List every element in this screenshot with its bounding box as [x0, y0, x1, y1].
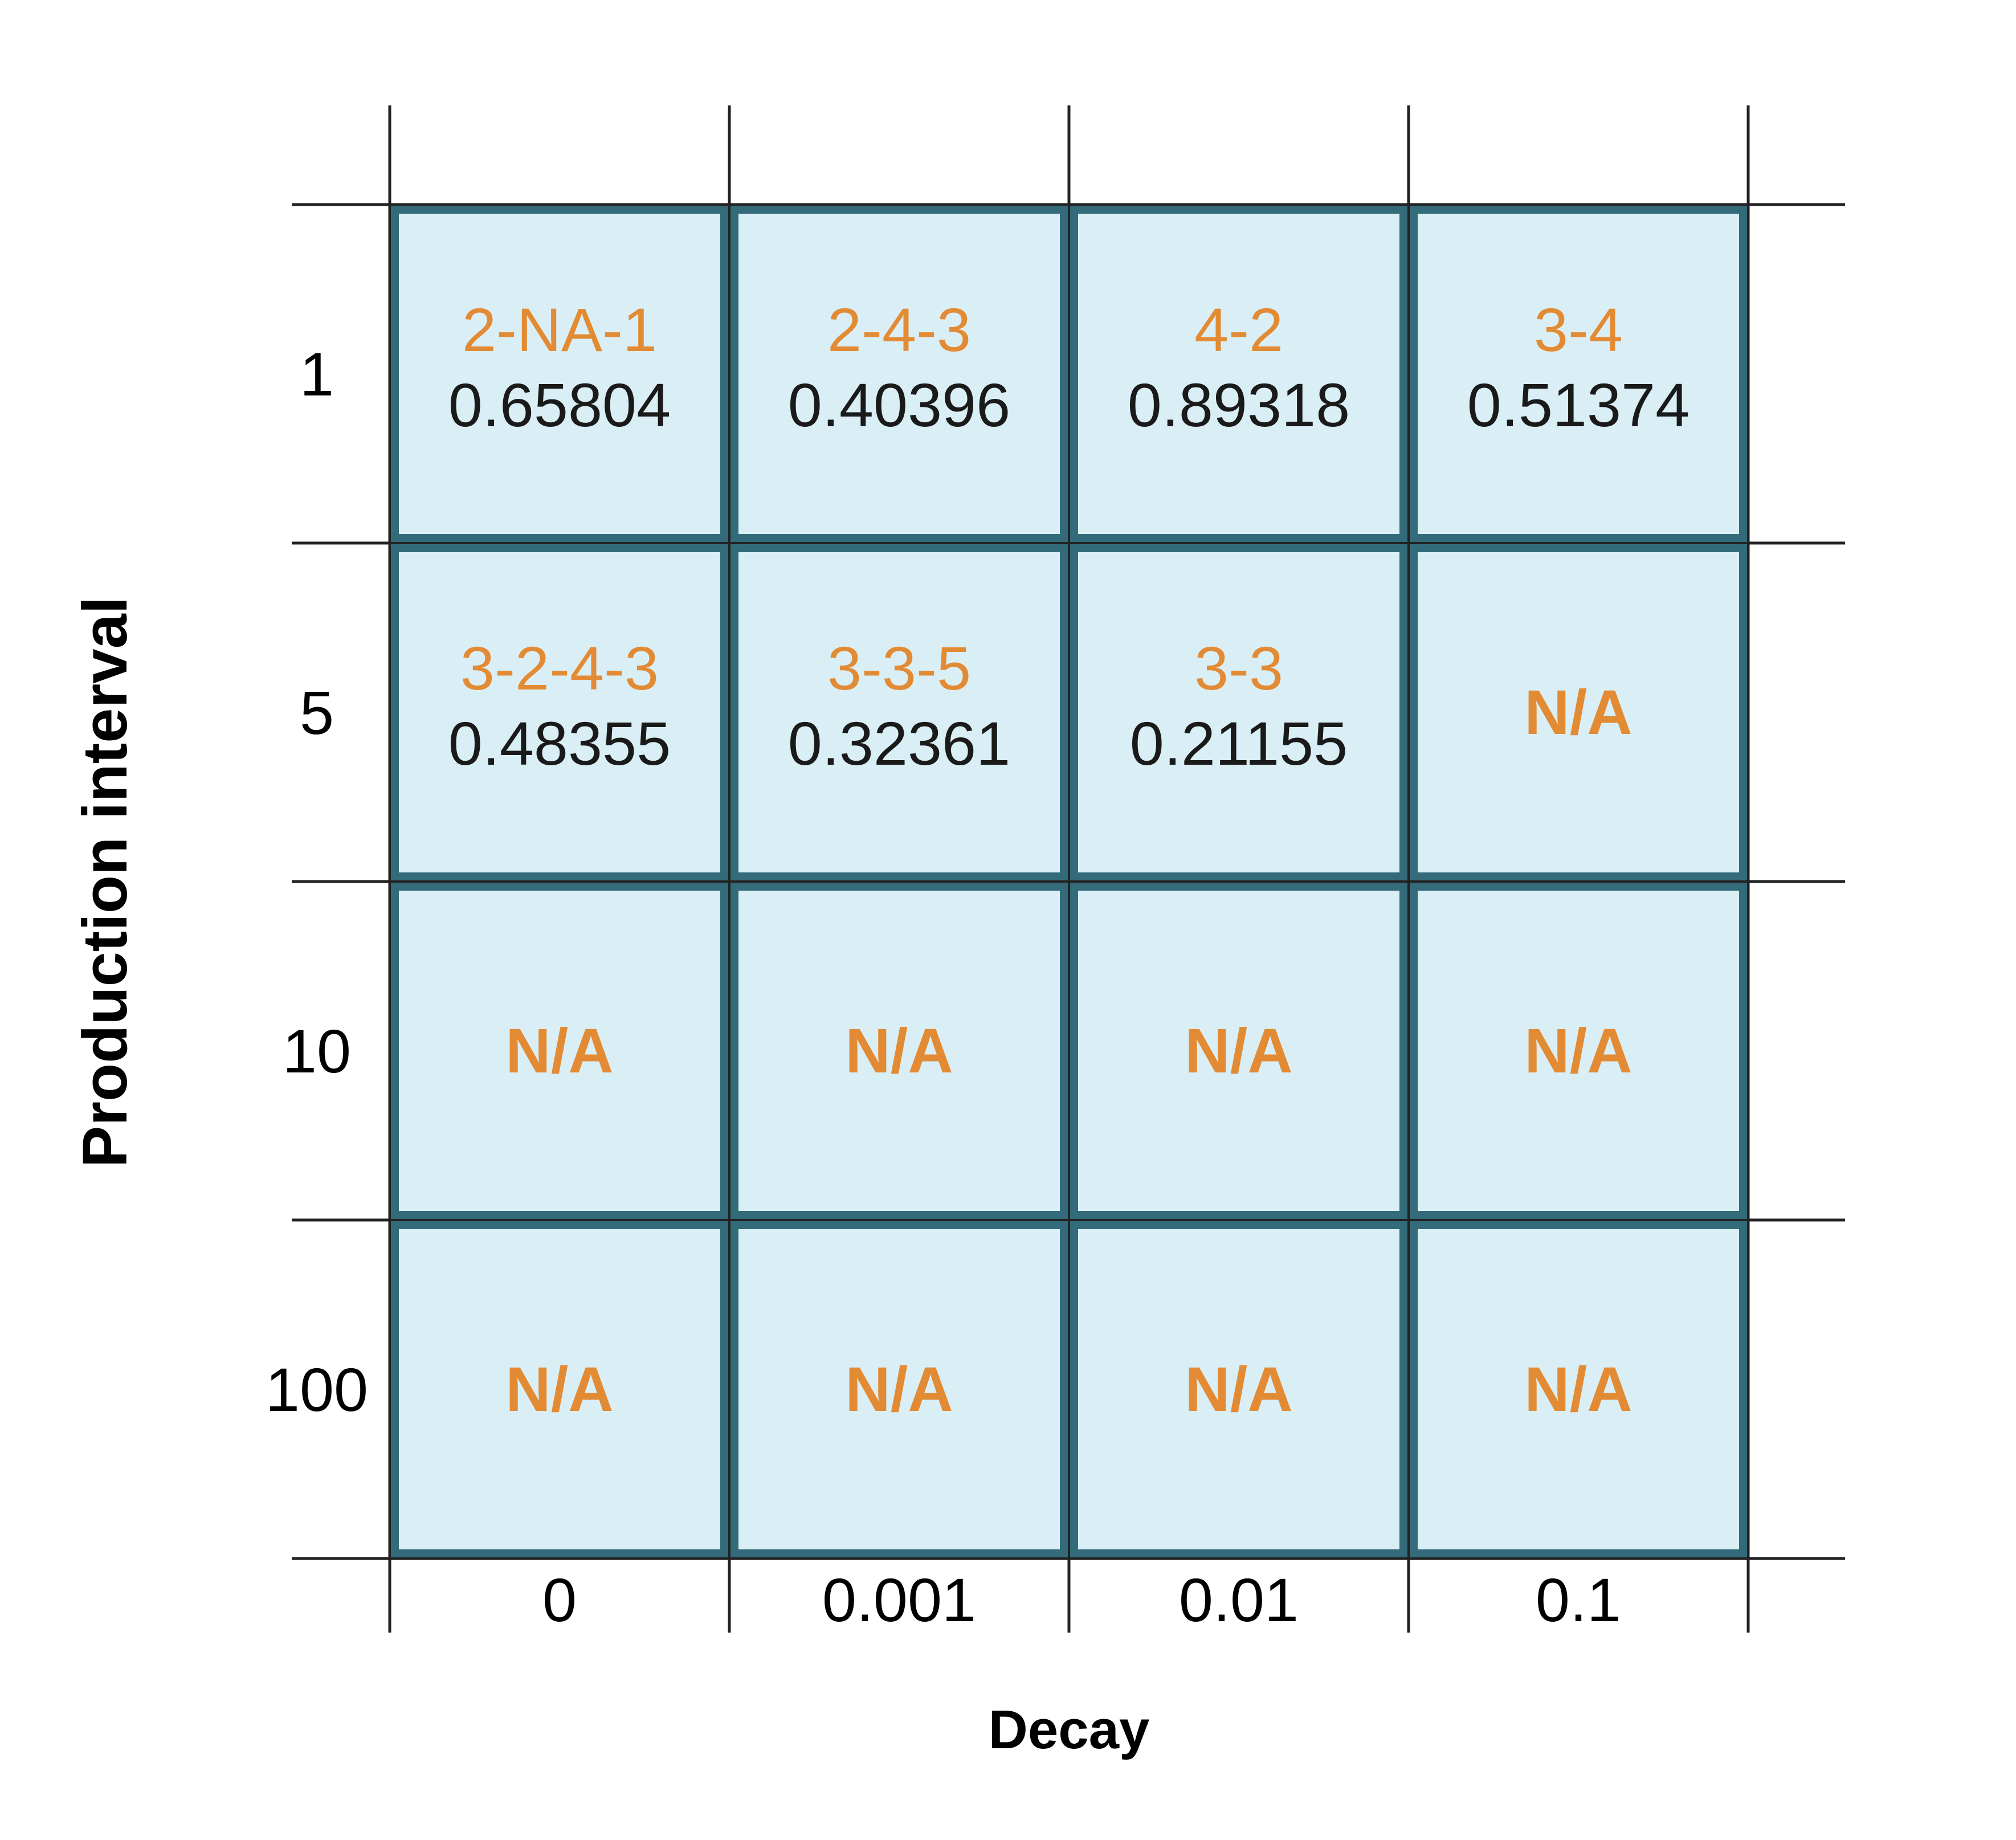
cell-label: 4-2: [1194, 295, 1283, 364]
table-cell-r3-c2: N/A: [1070, 1221, 1407, 1557]
table-cell-r0-c0: 2-NA-10.65804: [391, 206, 728, 542]
table-cell-r1-c2: 3-30.21155: [1070, 544, 1407, 880]
table-cell-r2-c2: N/A: [1070, 883, 1407, 1219]
cell-label-na: N/A: [1185, 1016, 1292, 1086]
cell-background: [1410, 883, 1747, 1219]
cell-label: 3-3-5: [827, 634, 971, 703]
cell-value: 0.32361: [788, 709, 1010, 778]
cell-label: 3-2-4-3: [460, 634, 659, 703]
cell-background: [391, 883, 728, 1219]
table-cells: 2-NA-10.658042-4-30.403964-20.893183-40.…: [391, 206, 1747, 1557]
cell-background: [391, 544, 728, 880]
cell-value: 0.21155: [1130, 709, 1348, 778]
table-cell-r2-c0: N/A: [391, 883, 728, 1219]
y-tick-label: 5: [300, 678, 334, 747]
cell-value: 0.51374: [1467, 370, 1689, 439]
cell-background: [1070, 206, 1407, 542]
cell-background: [1410, 1221, 1747, 1557]
y-tick-label: 100: [266, 1355, 368, 1424]
cell-background: [1070, 544, 1407, 880]
cell-label: 3-4: [1534, 295, 1623, 364]
table-cell-r2-c1: N/A: [731, 883, 1068, 1219]
cell-background: [391, 1221, 728, 1557]
cell-label-na: N/A: [845, 1016, 953, 1086]
cell-label-na: N/A: [1524, 678, 1632, 748]
x-tick-labels: 0 0.001 0.01 0.1: [542, 1565, 1621, 1634]
cell-background: [1070, 1221, 1407, 1557]
table-cell-r0-c2: 4-20.89318: [1070, 206, 1407, 542]
table-cell-r0-c1: 2-4-30.40396: [731, 206, 1068, 542]
x-tick-label: 0.001: [822, 1565, 976, 1634]
table-cell-r2-c3: N/A: [1410, 883, 1747, 1219]
table-cell-r0-c3: 3-40.51374: [1410, 206, 1747, 542]
x-tick-label: 0.01: [1179, 1565, 1299, 1634]
y-tick-label: 10: [283, 1017, 351, 1086]
grid-lines: [292, 105, 1845, 1633]
cell-background: [731, 206, 1068, 542]
cell-background: [1070, 883, 1407, 1219]
cell-label-na: N/A: [505, 1354, 613, 1425]
cell-label: 2-NA-1: [462, 295, 657, 364]
cell-label-na: N/A: [845, 1354, 953, 1425]
table-cell-r3-c3: N/A: [1410, 1221, 1747, 1557]
x-axis-label: Decay: [989, 1699, 1150, 1760]
cell-label: 3-3: [1194, 634, 1283, 703]
cell-value: 0.65804: [448, 370, 671, 439]
cell-label-na: N/A: [1524, 1354, 1632, 1425]
cell-label-na: N/A: [1524, 1016, 1632, 1086]
table-cell-r1-c1: 3-3-50.32361: [731, 544, 1068, 880]
cell-background: [731, 883, 1068, 1219]
cell-background: [1410, 206, 1747, 542]
cell-background: [1410, 544, 1747, 880]
x-tick-label: 0.1: [1536, 1565, 1621, 1634]
x-tick-label: 0: [542, 1565, 577, 1634]
cell-value: 0.40396: [788, 370, 1010, 439]
y-tick-labels: 1 5 10 100: [266, 340, 368, 1424]
cell-background: [731, 544, 1068, 880]
cell-background: [731, 1221, 1068, 1557]
cell-label-na: N/A: [1185, 1354, 1292, 1425]
cell-background: [391, 206, 728, 542]
cell-label-na: N/A: [505, 1016, 613, 1086]
cell-label: 2-4-3: [827, 295, 971, 364]
y-tick-label: 1: [300, 340, 334, 409]
y-axis-label: Production interval: [70, 597, 140, 1168]
table-cell-r1-c0: 3-2-4-30.48355: [391, 544, 728, 880]
cell-value: 0.48355: [448, 709, 671, 778]
cell-value: 0.89318: [1128, 370, 1350, 439]
table-cell-r3-c1: N/A: [731, 1221, 1068, 1557]
table-cell-r3-c0: N/A: [391, 1221, 728, 1557]
table-cell-r1-c3: N/A: [1410, 544, 1747, 880]
